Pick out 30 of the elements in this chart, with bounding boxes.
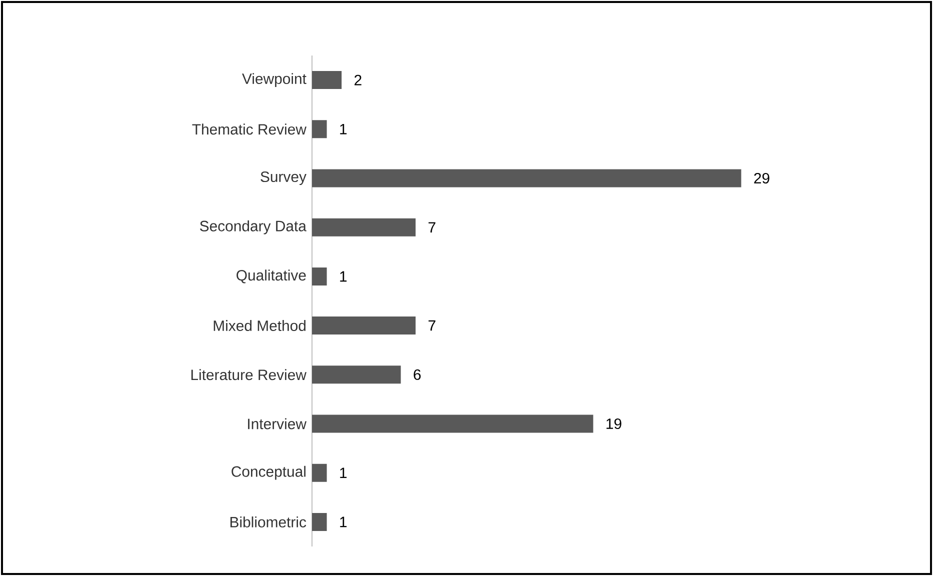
y-tick-label: Literature Review (191, 369, 306, 380)
bar (312, 366, 401, 384)
y-tick-label: Interview (248, 418, 307, 430)
y-tick-label: Viewpoint (242, 73, 306, 87)
data-label: 6 (414, 369, 421, 380)
bar (312, 512, 327, 531)
data-label: 1 (340, 468, 347, 478)
y-tick-label: Thematic Review (192, 124, 306, 135)
bar (312, 464, 327, 482)
bar (312, 120, 327, 138)
data-label: 7 (428, 222, 436, 232)
data-label: 1 (340, 124, 347, 134)
bar (312, 414, 594, 433)
data-label: 1 (340, 516, 347, 528)
bar (312, 169, 742, 188)
y-tick-label: Conceptual (232, 466, 306, 480)
bar (312, 267, 327, 286)
data-label: 2 (354, 74, 362, 86)
y-tick-label: Survey (260, 171, 306, 186)
data-label: 1 (340, 271, 347, 282)
bar (312, 316, 416, 335)
data-label: 7 (428, 320, 436, 331)
y-tick-label: Mixed Method (214, 320, 306, 332)
y-tick-label: Bibliometric (230, 516, 306, 528)
data-label: 29 (754, 172, 770, 184)
bar (312, 218, 416, 236)
y-tick-label: Qualitative (236, 270, 306, 284)
bar (312, 71, 342, 90)
y-tick-label: Secondary Data (200, 220, 306, 234)
data-label: 19 (606, 418, 622, 430)
